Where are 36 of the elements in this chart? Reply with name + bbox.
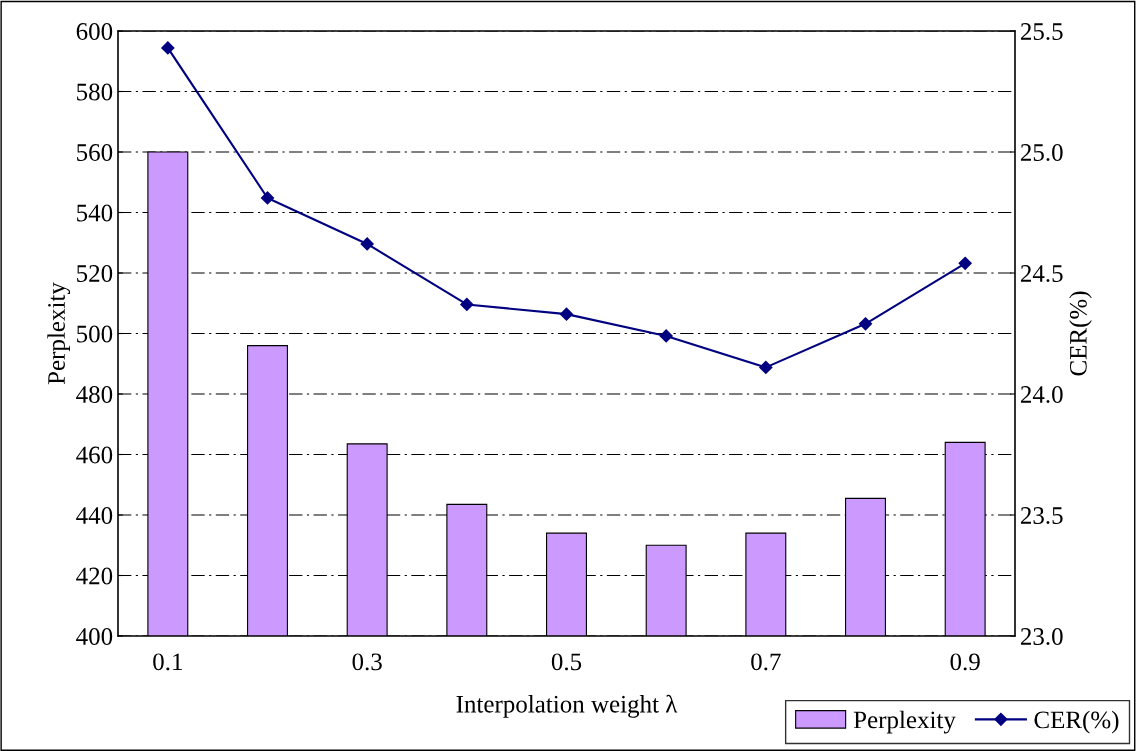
x-tick-label: 0.9 — [950, 653, 980, 671]
y2-axis-title: CER(%) — [1069, 291, 1092, 376]
y-tick-label: 480 — [76, 386, 113, 403]
y-tick-label: 420 — [76, 567, 113, 585]
y-tick-label: 560 — [77, 144, 113, 161]
point — [759, 360, 773, 374]
y2-tick-label: 24.5 — [1020, 265, 1063, 283]
point — [360, 237, 374, 251]
y2-tick-label: 24.0 — [1020, 386, 1063, 404]
y-tick-label: 440 — [76, 507, 113, 524]
point — [659, 329, 673, 343]
point — [858, 317, 873, 331]
y-tick-label: 600 — [76, 23, 113, 40]
x-axis-title: Interpolation weight λ — [456, 694, 678, 718]
y-tick-label: 400 — [76, 628, 113, 645]
x-tick-label: 0.7 — [751, 653, 781, 671]
legend-label: CER(%) — [1034, 710, 1119, 734]
y-tick-label: 500 — [77, 325, 113, 343]
y-axis-title: Perplexity — [47, 282, 71, 385]
x-tick-label: 0.5 — [551, 653, 582, 671]
point — [559, 307, 574, 321]
y2-tick-label: 23.0 — [1020, 628, 1063, 646]
point — [260, 191, 275, 205]
y-tick-label: 460 — [76, 446, 113, 464]
point — [460, 297, 474, 312]
y2-tick-label: 25.5 — [1020, 23, 1063, 41]
x-tick-label: 0.1 — [153, 653, 182, 671]
y-tick-label: 540 — [77, 204, 113, 222]
y2-tick-label: 25.0 — [1020, 144, 1063, 162]
y2-tick-label: 23.5 — [1020, 507, 1063, 525]
legend-label: Perplexity — [853, 710, 956, 734]
point — [958, 256, 972, 270]
point — [161, 41, 175, 55]
x-tick-label: 0.3 — [352, 653, 382, 671]
y-tick-label: 580 — [77, 83, 113, 101]
y-tick-label: 520 — [77, 265, 113, 282]
